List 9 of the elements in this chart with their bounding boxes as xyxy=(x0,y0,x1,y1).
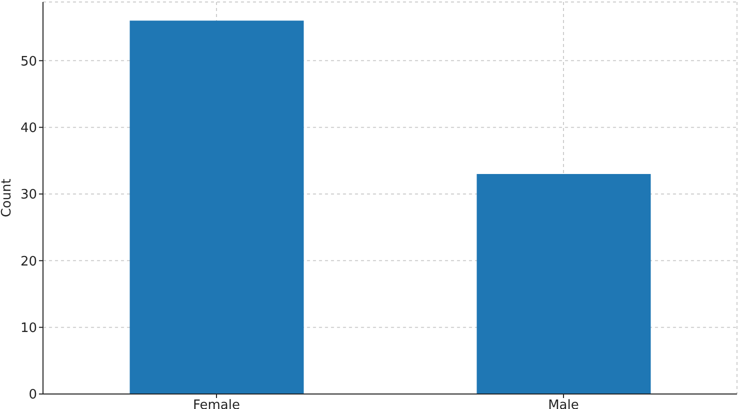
y-tick-label: 50 xyxy=(20,54,37,70)
y-tick-label: 30 xyxy=(20,188,37,203)
x-tick-label: Male xyxy=(548,398,579,409)
y-tick-label: 0 xyxy=(28,388,37,403)
y-tick-label: 40 xyxy=(20,120,37,136)
y-tick-label: 10 xyxy=(20,320,37,336)
x-tick-label: Female xyxy=(192,398,240,409)
y-tick-label: 20 xyxy=(20,254,37,270)
y-axis-title: Count xyxy=(0,178,15,218)
